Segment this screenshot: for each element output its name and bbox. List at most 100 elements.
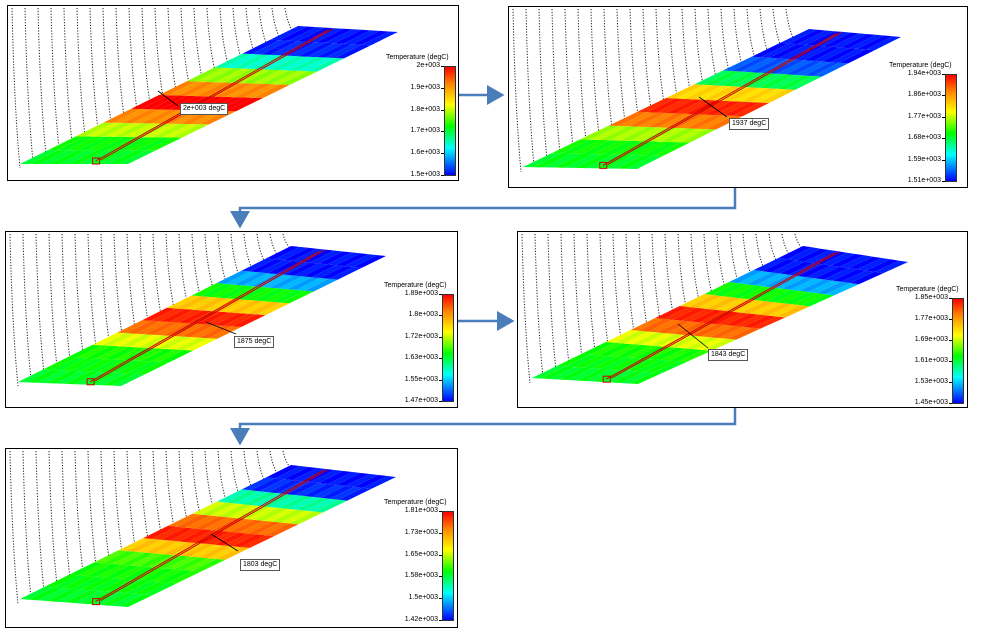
probe-line xyxy=(100,28,334,161)
colorbar-tickmark xyxy=(942,74,945,75)
slab-cell xyxy=(812,62,849,77)
slab-cell xyxy=(581,342,615,355)
slab-cell xyxy=(734,314,768,327)
slab-cell xyxy=(143,525,177,539)
slab-cell xyxy=(134,581,168,595)
slab-cell xyxy=(214,313,248,326)
simulation-panel-5: Temperature (degC) 1803 degC 1.81e+003 1.… xyxy=(5,448,458,628)
colorbar-tick-label: 1.69e+003 xyxy=(914,336,948,343)
slab-cell xyxy=(751,42,789,58)
leader-line xyxy=(210,533,239,552)
slab-cell xyxy=(256,302,290,316)
streamline xyxy=(271,7,281,40)
slab-cell xyxy=(209,284,243,298)
slab-cell xyxy=(88,150,126,164)
slab-cell xyxy=(582,140,621,155)
streamline xyxy=(586,233,596,352)
slab-cell xyxy=(61,358,96,371)
slab-cell xyxy=(205,312,239,326)
slab-cell xyxy=(727,327,761,340)
streamline xyxy=(664,233,674,314)
slab-cell xyxy=(703,71,742,86)
slab-cell xyxy=(659,128,697,142)
slab-cell xyxy=(625,345,659,358)
slab-cell xyxy=(292,468,326,482)
slab-cell xyxy=(740,73,777,88)
slab-cell xyxy=(311,265,345,278)
slab-cell xyxy=(174,557,208,570)
slab-cell xyxy=(67,344,102,358)
colorbar-tick-label: 1.8e+003 xyxy=(410,105,440,113)
slab-cell xyxy=(778,44,815,60)
slab-cell xyxy=(125,137,163,151)
slab-cell xyxy=(591,356,626,369)
colorbar-tickmark xyxy=(439,315,442,317)
colorbar-tickmark xyxy=(949,298,952,299)
slab-cell xyxy=(215,83,253,97)
slab-cell xyxy=(96,564,130,578)
colorbar-tick-label: 1.5e+003 xyxy=(408,594,438,602)
slab-cell xyxy=(335,253,369,267)
streamline xyxy=(167,7,177,91)
slab-cell xyxy=(159,81,197,96)
streamline xyxy=(243,450,253,489)
slab-cell xyxy=(647,98,685,113)
slab-cell xyxy=(259,479,293,493)
slab-cell xyxy=(184,338,218,351)
slab-cell xyxy=(196,67,234,82)
slab-cell xyxy=(638,113,676,127)
slab-cell xyxy=(694,338,728,350)
slab-cell xyxy=(336,473,370,486)
slab-cell xyxy=(558,367,592,380)
slab-cell xyxy=(697,296,731,309)
temperature-plot-1 xyxy=(11,7,398,169)
slab-cell xyxy=(590,342,624,356)
slab-cell xyxy=(101,593,135,606)
slab-cell xyxy=(124,123,161,138)
slab-cell xyxy=(786,76,822,90)
slab-cell xyxy=(49,150,87,164)
slab-cell xyxy=(778,246,812,260)
slab-cell xyxy=(160,309,194,322)
streamline xyxy=(551,8,561,154)
streamline xyxy=(245,7,255,52)
slab-cell xyxy=(297,42,335,57)
colorbar-tickmark xyxy=(441,66,444,67)
streamline xyxy=(651,233,661,320)
slab-cell xyxy=(223,313,257,327)
slab-cell xyxy=(36,370,71,384)
colorbar-tick-label: 1.63e+003 xyxy=(404,354,438,362)
slab-cell xyxy=(267,260,301,274)
slab-cell xyxy=(127,538,161,552)
slab-cell xyxy=(704,282,738,295)
slab-cell xyxy=(254,288,288,302)
slab-cell xyxy=(214,532,248,546)
slab-cell xyxy=(160,350,194,363)
slab-cell xyxy=(250,259,284,273)
slab-cell xyxy=(29,150,68,164)
slab-cell xyxy=(191,283,226,297)
slab-cell xyxy=(753,258,788,272)
slab-cell xyxy=(618,112,657,127)
slab-cell xyxy=(117,320,152,334)
slab-cell xyxy=(532,366,566,379)
slab-cell xyxy=(151,308,185,322)
colorbar-tickmark xyxy=(439,532,442,534)
slab-cell xyxy=(225,490,260,504)
slab-cell xyxy=(783,292,817,305)
slab-cell xyxy=(585,369,619,382)
slab-cell xyxy=(80,359,114,372)
slab-cell xyxy=(149,569,184,582)
streamline xyxy=(154,7,164,98)
slab-cell xyxy=(571,140,611,154)
slab-cell xyxy=(200,283,235,297)
slab-cell xyxy=(78,563,112,577)
streamline xyxy=(612,233,622,339)
slab-cell xyxy=(214,53,252,68)
slab-cell xyxy=(102,373,136,386)
streamline xyxy=(63,7,73,143)
slab-cell xyxy=(171,323,206,337)
slab-cell xyxy=(848,34,885,49)
slab-cell xyxy=(62,576,97,589)
slab-cell xyxy=(279,26,317,41)
